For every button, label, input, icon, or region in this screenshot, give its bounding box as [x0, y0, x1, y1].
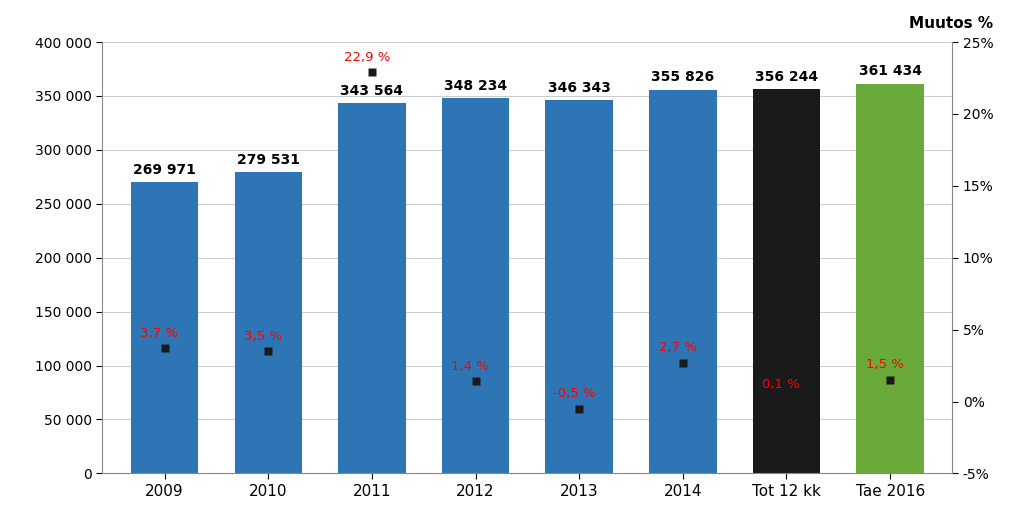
Text: 1,4 %: 1,4 % — [452, 360, 489, 373]
Text: 356 244: 356 244 — [755, 70, 818, 84]
Text: 0,1 %: 0,1 % — [762, 378, 800, 391]
Bar — [753, 89, 820, 473]
Text: 22,9 %: 22,9 % — [343, 50, 390, 64]
Text: 355 826: 355 826 — [651, 70, 715, 84]
Text: 346 343: 346 343 — [548, 80, 610, 95]
Text: 343 564: 343 564 — [340, 84, 403, 97]
Text: 269 971: 269 971 — [133, 163, 196, 177]
Text: 2,7 %: 2,7 % — [658, 341, 696, 354]
Bar — [856, 84, 924, 473]
Text: 1,5 %: 1,5 % — [866, 358, 904, 371]
Text: 3,7 %: 3,7 % — [140, 327, 178, 340]
Bar — [234, 172, 302, 473]
Bar — [441, 98, 509, 473]
Text: 348 234: 348 234 — [444, 78, 507, 93]
Bar — [131, 183, 199, 473]
Bar — [546, 100, 613, 473]
Text: Muutos %: Muutos % — [909, 16, 993, 31]
Bar — [649, 90, 717, 473]
Bar — [338, 103, 406, 473]
Text: -0,5 %: -0,5 % — [553, 387, 595, 400]
Text: 3,5 %: 3,5 % — [244, 330, 282, 342]
Text: 361 434: 361 434 — [859, 64, 922, 78]
Text: 279 531: 279 531 — [237, 153, 300, 167]
